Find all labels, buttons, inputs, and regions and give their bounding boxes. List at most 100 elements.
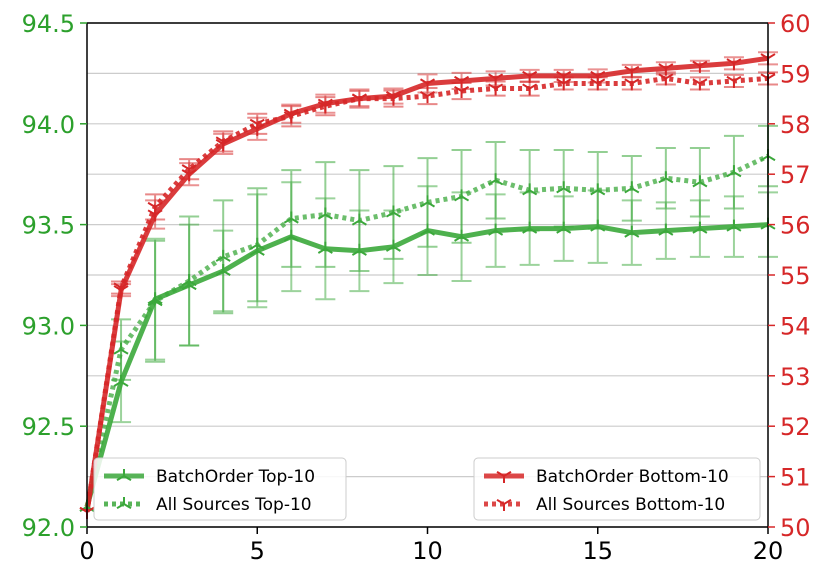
legend-right-swatch-marker-0-shape — [496, 470, 512, 483]
marker-s0-p19-shape — [726, 219, 742, 232]
marker-s3-p8 — [351, 93, 367, 106]
marker-s0-p7-shape — [317, 241, 333, 254]
marker-s2-p18-shape — [692, 60, 708, 73]
legend-left-label-0: BatchOrder Top-10 — [156, 467, 315, 487]
marker-s1-p4-shape — [215, 249, 231, 262]
right-tick-label-0: 50 — [780, 514, 811, 542]
marker-s1-p3-shape — [181, 274, 197, 287]
marker-s1-p13-shape — [522, 183, 538, 196]
marker-s2-p19-shape — [726, 58, 742, 71]
right-tick-label-10: 60 — [780, 10, 811, 38]
marker-s2-p16-shape — [624, 65, 640, 78]
right-tick-label-1: 51 — [780, 464, 811, 492]
marker-s1-p12-shape — [488, 173, 504, 186]
marker-s3-p15 — [590, 78, 606, 91]
marker-s0-p12-shape — [488, 223, 504, 236]
right-tick-label-6: 56 — [780, 212, 811, 240]
marker-s2-p11 — [454, 75, 470, 88]
marker-s0-p11 — [454, 229, 470, 242]
marker-s0-p6 — [283, 229, 299, 242]
marker-s3-p13 — [522, 83, 538, 96]
marker-s1-p2 — [147, 294, 163, 307]
marker-s3-p12 — [488, 83, 504, 96]
marker-s1-p17-shape — [658, 171, 674, 184]
marker-s1-p10 — [419, 195, 436, 208]
legend-top10: BatchOrder Top-10 All Sources Top-10 — [93, 457, 347, 521]
marker-s0-p7 — [317, 241, 333, 254]
marker-s3-p11-shape — [454, 85, 470, 99]
legend-left-swatch-marker-1-shape — [116, 497, 132, 510]
left-tick-label-1: 92.5 — [22, 413, 75, 441]
marker-s3-p16 — [624, 78, 640, 91]
marker-s3-p2-shape — [147, 201, 163, 214]
marker-s3-p15-shape — [590, 78, 606, 91]
marker-s0-p10 — [419, 223, 436, 236]
marker-s3-p1 — [113, 282, 129, 295]
marker-s1-p16 — [624, 181, 640, 194]
marker-s3-p10 — [419, 91, 436, 104]
marker-s3-p12-shape — [488, 83, 504, 96]
marker-s1-p6 — [283, 211, 299, 224]
left-tick-label-2: 93.0 — [22, 312, 75, 340]
left-y-axis-ticks: 92.0 92.5 93.0 93.5 94.0 94.5 — [22, 10, 87, 542]
marker-s2-p12 — [488, 73, 504, 86]
marker-s0-p16-shape — [624, 225, 640, 238]
marker-s3-p17 — [658, 73, 674, 86]
marker-s3-p3-shape — [181, 164, 197, 177]
marker-s3-p7-shape — [317, 101, 333, 114]
legend-left-swatch-marker-0-shape — [116, 469, 132, 482]
legend-right-swatch-marker-0 — [496, 470, 512, 483]
marker-s3-p18 — [692, 78, 708, 91]
marker-s2-p14 — [556, 70, 572, 83]
marker-s2-p17-shape — [658, 63, 674, 76]
marker-s2-p13-shape — [522, 70, 538, 83]
marker-s1-p19-shape — [726, 165, 742, 178]
legend-right-box — [473, 457, 761, 521]
marker-s1-p14-shape — [556, 181, 572, 194]
marker-s0-p1-shape — [113, 374, 129, 387]
marker-s1-p18-shape — [692, 175, 708, 188]
right-tick-label-9: 59 — [780, 60, 811, 88]
marker-s2-p2-shape — [147, 209, 163, 222]
marker-s3-p6-shape — [283, 111, 299, 124]
marker-s3-p6 — [283, 111, 299, 124]
marker-s1-p15 — [590, 183, 606, 196]
marker-s0-p13 — [522, 221, 538, 234]
right-tick-label-5: 55 — [780, 262, 811, 290]
legend-left-swatch-marker-0 — [116, 469, 132, 482]
marker-s3-p13-shape — [522, 83, 538, 96]
left-tick-label-5: 94.5 — [22, 10, 75, 38]
marker-s0-p8-shape — [351, 243, 367, 256]
marker-s0-p9 — [385, 239, 401, 252]
marker-s3-p19-shape — [726, 75, 742, 88]
marker-s0-p19 — [726, 219, 742, 232]
marker-s0-p6-shape — [283, 229, 299, 242]
right-tick-label-7: 57 — [780, 161, 811, 189]
marker-s0-p11-shape — [454, 229, 470, 242]
marker-s3-p4 — [215, 136, 231, 149]
marker-s3-p18-shape — [692, 78, 708, 91]
right-tick-label-2: 52 — [780, 413, 811, 441]
marker-s3-p19 — [726, 75, 742, 88]
legend-left-swatch-marker-1 — [116, 497, 132, 510]
marker-s2-p18 — [692, 60, 708, 73]
marker-s2-p11-shape — [454, 75, 470, 88]
marker-s0-p4-shape — [215, 263, 231, 277]
marker-s3-p9 — [385, 93, 401, 106]
marker-s1-p13 — [522, 183, 538, 196]
marker-s3-p9-shape — [385, 93, 401, 106]
marker-s0-p16 — [624, 225, 640, 238]
marker-s3-p11 — [454, 85, 470, 99]
left-tick-label-4: 94.0 — [22, 111, 75, 139]
marker-s3-p1-shape — [113, 282, 129, 295]
marker-s0-p12 — [488, 223, 504, 236]
legend-bottom10: BatchOrder Bottom-10 All Sources Bottom-1… — [473, 457, 761, 521]
marker-s3-p4-shape — [215, 136, 231, 149]
right-tick-label-8: 58 — [780, 111, 811, 139]
marker-s3-p5-shape — [249, 118, 265, 131]
left-tick-label-3: 93.5 — [22, 212, 75, 240]
marker-s1-p17 — [658, 171, 674, 184]
marker-s3-p5 — [249, 118, 265, 131]
marker-s0-p17 — [658, 223, 674, 236]
